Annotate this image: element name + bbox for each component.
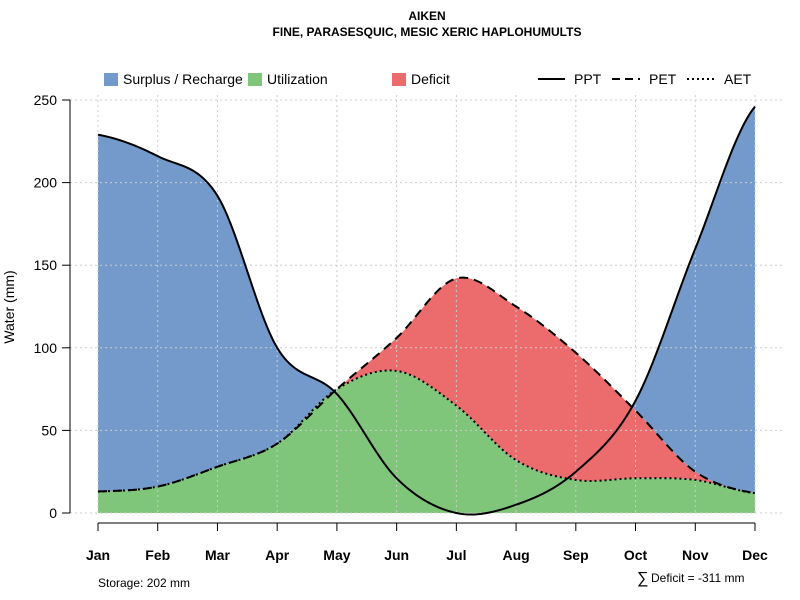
utilization-area	[98, 370, 755, 513]
x-tick-label-jan: Jan	[86, 547, 110, 563]
legend-label-deficit: Deficit	[411, 71, 450, 87]
legend-swatch-utilization	[248, 73, 262, 86]
deficit-sum-symbol: ∑	[637, 570, 648, 587]
x-tick-label-apr: Apr	[265, 547, 290, 563]
legend-label-surplus: Surplus / Recharge	[123, 71, 243, 87]
deficit-sum-label: Deficit = -311 mm	[651, 571, 744, 585]
x-tick-label-feb: Feb	[145, 547, 170, 563]
series-line-pet	[97, 276, 756, 495]
x-tick-label-nov: Nov	[682, 547, 709, 563]
chart-title: AIKEN	[408, 9, 445, 23]
storage-label: Storage: 202 mm	[98, 576, 190, 590]
x-tick-label-sep: Sep	[563, 547, 589, 563]
x-tick-label-jul: Jul	[446, 547, 466, 563]
x-tick-label-mar: Mar	[205, 547, 230, 563]
x-tick-label-oct: Oct	[624, 547, 648, 563]
x-tick-label-dec: Dec	[742, 547, 768, 563]
y-tick-label-250: 250	[34, 92, 58, 108]
chart-subtitle: FINE, PARASESQUIC, MESIC XERIC HAPLOHUMU…	[273, 25, 582, 39]
deficit-area	[98, 277, 755, 494]
x-tick-label-jun: Jun	[384, 547, 409, 563]
surplus-recharge-area	[98, 106, 755, 494]
legend-swatch-deficit	[392, 73, 406, 86]
legend-label-utilization: Utilization	[267, 71, 328, 87]
legend-swatch-surplus	[104, 73, 118, 86]
x-tick-label-may: May	[323, 547, 350, 563]
legend-label-pet: PET	[649, 71, 677, 87]
plot-area: 0 50 100 150 200 250 Jan Feb Mar Apr May Jun Jul Aug S…	[34, 92, 785, 563]
y-tick-label-150: 150	[34, 257, 58, 273]
y-tick-label-200: 200	[34, 175, 58, 191]
x-tick-label-aug: Aug	[502, 547, 529, 563]
series-line-aet	[97, 369, 756, 495]
y-axis-label: Water (mm)	[1, 270, 17, 343]
y-tick-label-100: 100	[34, 340, 58, 356]
legend: Surplus / Recharge Utilization Deficit P…	[104, 71, 752, 87]
legend-label-ppt: PPT	[574, 71, 602, 87]
legend-label-aet: AET	[724, 71, 752, 87]
y-tick-label-50: 50	[41, 422, 57, 438]
y-tick-label-0: 0	[49, 505, 57, 521]
series-line-ppt	[97, 105, 756, 516]
